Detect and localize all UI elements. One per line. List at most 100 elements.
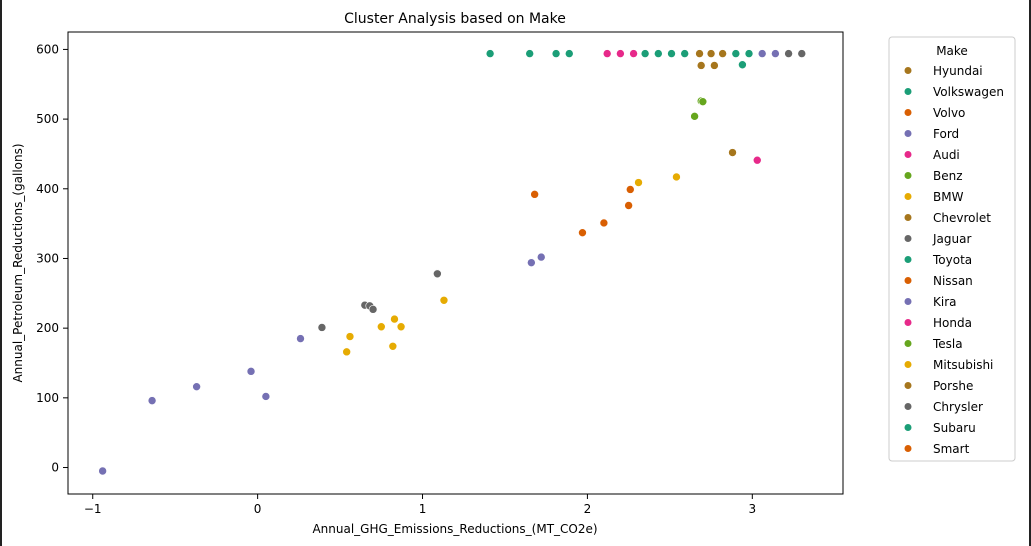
legend-label-mitsubishi: Mitsubishi xyxy=(933,358,993,372)
y-axis-label: Annual_Petroleum_Reductions_(gallons) xyxy=(11,143,25,382)
legend-marker-subaru xyxy=(904,424,912,431)
data-point-audi xyxy=(616,49,625,58)
legend-marker-bmw xyxy=(904,193,912,200)
legend-label-toyota: Toyota xyxy=(932,253,972,267)
legend-label-benz: Benz xyxy=(933,169,963,183)
data-point-toyota xyxy=(654,49,663,58)
legend-label-chevrolet: Chevrolet xyxy=(933,211,991,225)
legend-marker-benz xyxy=(904,172,912,179)
data-point-bmw xyxy=(439,295,449,305)
data-point-kira xyxy=(771,49,780,58)
data-point-jaguar xyxy=(433,269,442,279)
legend-marker-audi xyxy=(904,151,912,158)
data-point-volkswagen xyxy=(551,49,561,58)
data-point-chrysler xyxy=(784,49,793,58)
legend-label-kira: Kira xyxy=(933,295,957,309)
legend-marker-jaguar xyxy=(904,235,912,242)
legend-box xyxy=(888,36,1016,462)
y-tick-label: 300 xyxy=(36,251,59,265)
legend-marker-porshe xyxy=(904,382,912,389)
data-point-volkswagen xyxy=(564,49,574,58)
window-left-edge xyxy=(0,0,2,546)
y-tick-label: 400 xyxy=(36,182,59,196)
window-right-edge xyxy=(1029,0,1031,546)
legend-label-tesla: Tesla xyxy=(932,337,963,351)
legend-label-honda: Honda xyxy=(933,316,972,330)
legend-marker-volkswagen xyxy=(904,88,912,95)
data-point-toyota xyxy=(680,49,690,58)
data-point-nissan xyxy=(599,218,609,228)
legend-marker-nissan xyxy=(904,277,912,284)
legend-label-smart: Smart xyxy=(933,442,970,456)
data-point-bmw xyxy=(396,322,406,332)
data-point-toyota xyxy=(731,49,741,58)
data-point-volkswagen xyxy=(525,49,535,58)
legend-label-chrysler: Chrysler xyxy=(933,400,983,414)
legend-marker-chrysler xyxy=(904,403,912,410)
data-point-honda xyxy=(752,155,762,165)
y-tick-label: 500 xyxy=(36,112,59,126)
x-tick-label: 1 xyxy=(419,502,427,516)
legend-label-audi: Audi xyxy=(933,148,960,162)
data-point-chevrolet xyxy=(718,49,727,58)
legend-marker-chevrolet xyxy=(904,214,912,221)
legend-label-jaguar: Jaguar xyxy=(932,232,971,246)
legend-marker-honda xyxy=(904,319,912,326)
data-point-chevrolet xyxy=(710,61,719,70)
data-point-volvo xyxy=(530,190,539,199)
data-point-ford xyxy=(192,382,201,391)
data-point-chevrolet xyxy=(706,49,716,58)
data-point-toyota xyxy=(738,60,747,70)
y-tick-label: 100 xyxy=(36,391,59,405)
data-point-nissan xyxy=(625,185,635,194)
x-tick-label: 2 xyxy=(584,502,592,516)
legend-label-porshe: Porshe xyxy=(933,379,973,393)
x-tick-label: 0 xyxy=(254,502,262,516)
legend-marker-hyundai xyxy=(904,67,912,74)
legend: Make Hyundai Volkswagen Volvo Ford Audi Benz B… xyxy=(888,36,1016,462)
legend-label-volvo: Volvo xyxy=(933,106,965,120)
data-point-ford xyxy=(98,466,107,476)
data-points xyxy=(98,49,807,476)
y-tick-label: 0 xyxy=(51,461,59,475)
legend-label-bmw: BMW xyxy=(933,190,964,204)
data-point-nissan xyxy=(624,201,633,210)
y-axis-ticks: 0 100 200 300 400 500 600 xyxy=(36,42,68,475)
data-point-bmw xyxy=(390,314,399,324)
data-point-bmw xyxy=(345,332,355,341)
legend-label-volkswagen: Volkswagen xyxy=(933,85,1004,99)
data-point-toyota xyxy=(744,49,754,58)
y-tick-label: 200 xyxy=(36,321,59,335)
data-point-ford xyxy=(296,334,305,343)
chart-title: Cluster Analysis based on Make xyxy=(344,11,566,27)
data-point-chevrolet xyxy=(696,61,706,70)
legend-label-hyundai: Hyundai xyxy=(933,64,983,78)
data-point-toyota xyxy=(667,49,676,58)
data-point-bmw xyxy=(376,322,386,332)
legend-label-ford: Ford xyxy=(933,127,959,141)
x-axis-label: Annual_GHG_Emissions_Reductions_(MT_CO2e… xyxy=(312,522,597,536)
legend-marker-smart xyxy=(904,445,912,452)
data-point-chrysler xyxy=(797,49,807,58)
legend-marker-ford xyxy=(904,130,912,137)
legend-marker-kira xyxy=(904,298,912,305)
legend-marker-tesla xyxy=(904,340,912,347)
data-point-bmw xyxy=(342,347,351,357)
legend-label-nissan: Nissan xyxy=(933,274,973,288)
data-point-volkswagen xyxy=(485,49,495,58)
data-point-audi xyxy=(629,49,638,58)
x-axis-ticks: −1 0 1 2 3 xyxy=(84,494,756,516)
legend-marker-toyota xyxy=(904,256,912,263)
data-point-jaguar xyxy=(317,323,327,332)
data-point-chevrolet xyxy=(728,148,737,157)
legend-entries: Hyundai Volkswagen Volvo Ford Audi Benz BMW Che… xyxy=(904,64,1004,456)
x-tick-label: −1 xyxy=(84,502,102,516)
data-point-ford xyxy=(261,392,271,401)
data-point-ford xyxy=(527,258,536,267)
data-point-ford xyxy=(246,367,256,376)
data-point-tesla xyxy=(698,97,708,106)
data-point-bmw xyxy=(672,172,681,182)
data-point-audi xyxy=(602,49,612,58)
data-point-jaguar xyxy=(368,305,378,314)
